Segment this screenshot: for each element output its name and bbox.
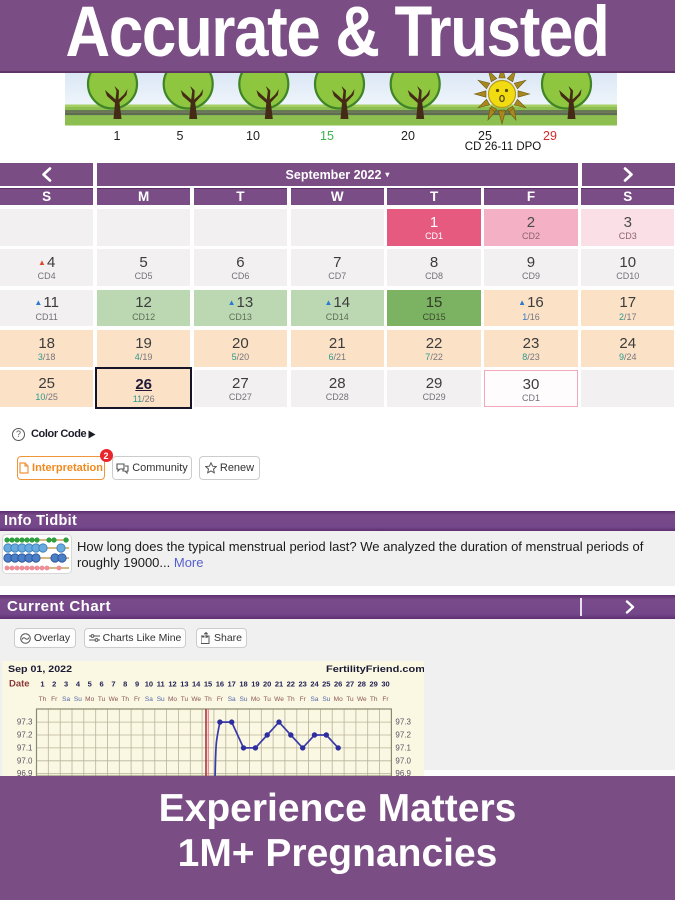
svg-text:Tu: Tu	[264, 696, 272, 703]
svg-text:16: 16	[216, 680, 224, 689]
svg-text:6: 6	[100, 680, 104, 689]
svg-text:24: 24	[310, 680, 319, 689]
svg-text:We: We	[191, 696, 201, 703]
svg-text:97.2: 97.2	[395, 731, 411, 740]
svg-text:2: 2	[52, 680, 56, 689]
svg-text:96.9: 96.9	[17, 769, 33, 776]
svg-text:29: 29	[370, 680, 378, 689]
svg-text:Mo: Mo	[251, 696, 260, 703]
svg-text:Fr: Fr	[300, 696, 307, 703]
svg-text:9: 9	[135, 680, 139, 689]
svg-text:4: 4	[76, 680, 81, 689]
svg-text:Th: Th	[121, 696, 129, 703]
svg-text:Fr: Fr	[217, 696, 224, 703]
svg-text:5: 5	[88, 680, 92, 689]
svg-text:Mo: Mo	[334, 696, 343, 703]
svg-text:23: 23	[299, 680, 307, 689]
svg-text:97.1: 97.1	[395, 743, 411, 752]
svg-text:Fr: Fr	[51, 696, 58, 703]
svg-text:20: 20	[263, 680, 271, 689]
svg-text:Sa: Sa	[228, 696, 236, 703]
svg-text:17: 17	[228, 680, 236, 689]
svg-text:28: 28	[358, 680, 366, 689]
svg-text:Mo: Mo	[168, 696, 177, 703]
svg-text:Mo: Mo	[85, 696, 94, 703]
svg-text:21: 21	[275, 680, 283, 689]
svg-text:Th: Th	[39, 696, 47, 703]
svg-text:Su: Su	[240, 696, 248, 703]
svg-text:Su: Su	[74, 696, 82, 703]
svg-text:12: 12	[168, 680, 176, 689]
svg-text:Su: Su	[157, 696, 165, 703]
svg-text:10: 10	[145, 680, 153, 689]
svg-text:Sa: Sa	[311, 696, 319, 703]
svg-text:7: 7	[111, 680, 115, 689]
svg-text:Fr: Fr	[134, 696, 141, 703]
svg-text:13: 13	[180, 680, 188, 689]
svg-text:97.3: 97.3	[17, 718, 33, 727]
svg-text:Sa: Sa	[62, 696, 70, 703]
svg-text:96.9: 96.9	[395, 769, 411, 776]
svg-text:15: 15	[204, 680, 212, 689]
svg-text:FertilityFriend.com: FertilityFriend.com	[326, 664, 424, 675]
svg-text:27: 27	[346, 680, 354, 689]
svg-text:Sa: Sa	[145, 696, 153, 703]
svg-text:18: 18	[239, 680, 247, 689]
svg-text:25: 25	[322, 680, 330, 689]
svg-text:11: 11	[157, 680, 165, 689]
svg-text:Th: Th	[204, 696, 212, 703]
svg-text:97.2: 97.2	[17, 731, 33, 740]
svg-text:97.3: 97.3	[395, 718, 411, 727]
svg-text:Th: Th	[370, 696, 378, 703]
svg-text:26: 26	[334, 680, 342, 689]
svg-text:Tu: Tu	[181, 696, 189, 703]
svg-text:Date: Date	[9, 679, 30, 690]
svg-text:Th: Th	[287, 696, 295, 703]
svg-text:14: 14	[192, 680, 201, 689]
svg-text:97.0: 97.0	[17, 756, 33, 765]
svg-text:1: 1	[40, 680, 44, 689]
svg-text:30: 30	[381, 680, 389, 689]
svg-text:8: 8	[123, 680, 127, 689]
svg-text:22: 22	[287, 680, 295, 689]
svg-text:Tu: Tu	[98, 696, 106, 703]
svg-text:Su: Su	[322, 696, 330, 703]
svg-text:Sep 01, 2022: Sep 01, 2022	[8, 664, 72, 675]
svg-text:97.0: 97.0	[395, 756, 411, 765]
svg-text:We: We	[109, 696, 119, 703]
svg-text:19: 19	[251, 680, 259, 689]
svg-text:We: We	[274, 696, 284, 703]
svg-text:3: 3	[64, 680, 68, 689]
svg-text:Fr: Fr	[382, 696, 389, 703]
svg-text:Tu: Tu	[346, 696, 354, 703]
svg-text:97.1: 97.1	[17, 743, 33, 752]
svg-text:We: We	[357, 696, 367, 703]
